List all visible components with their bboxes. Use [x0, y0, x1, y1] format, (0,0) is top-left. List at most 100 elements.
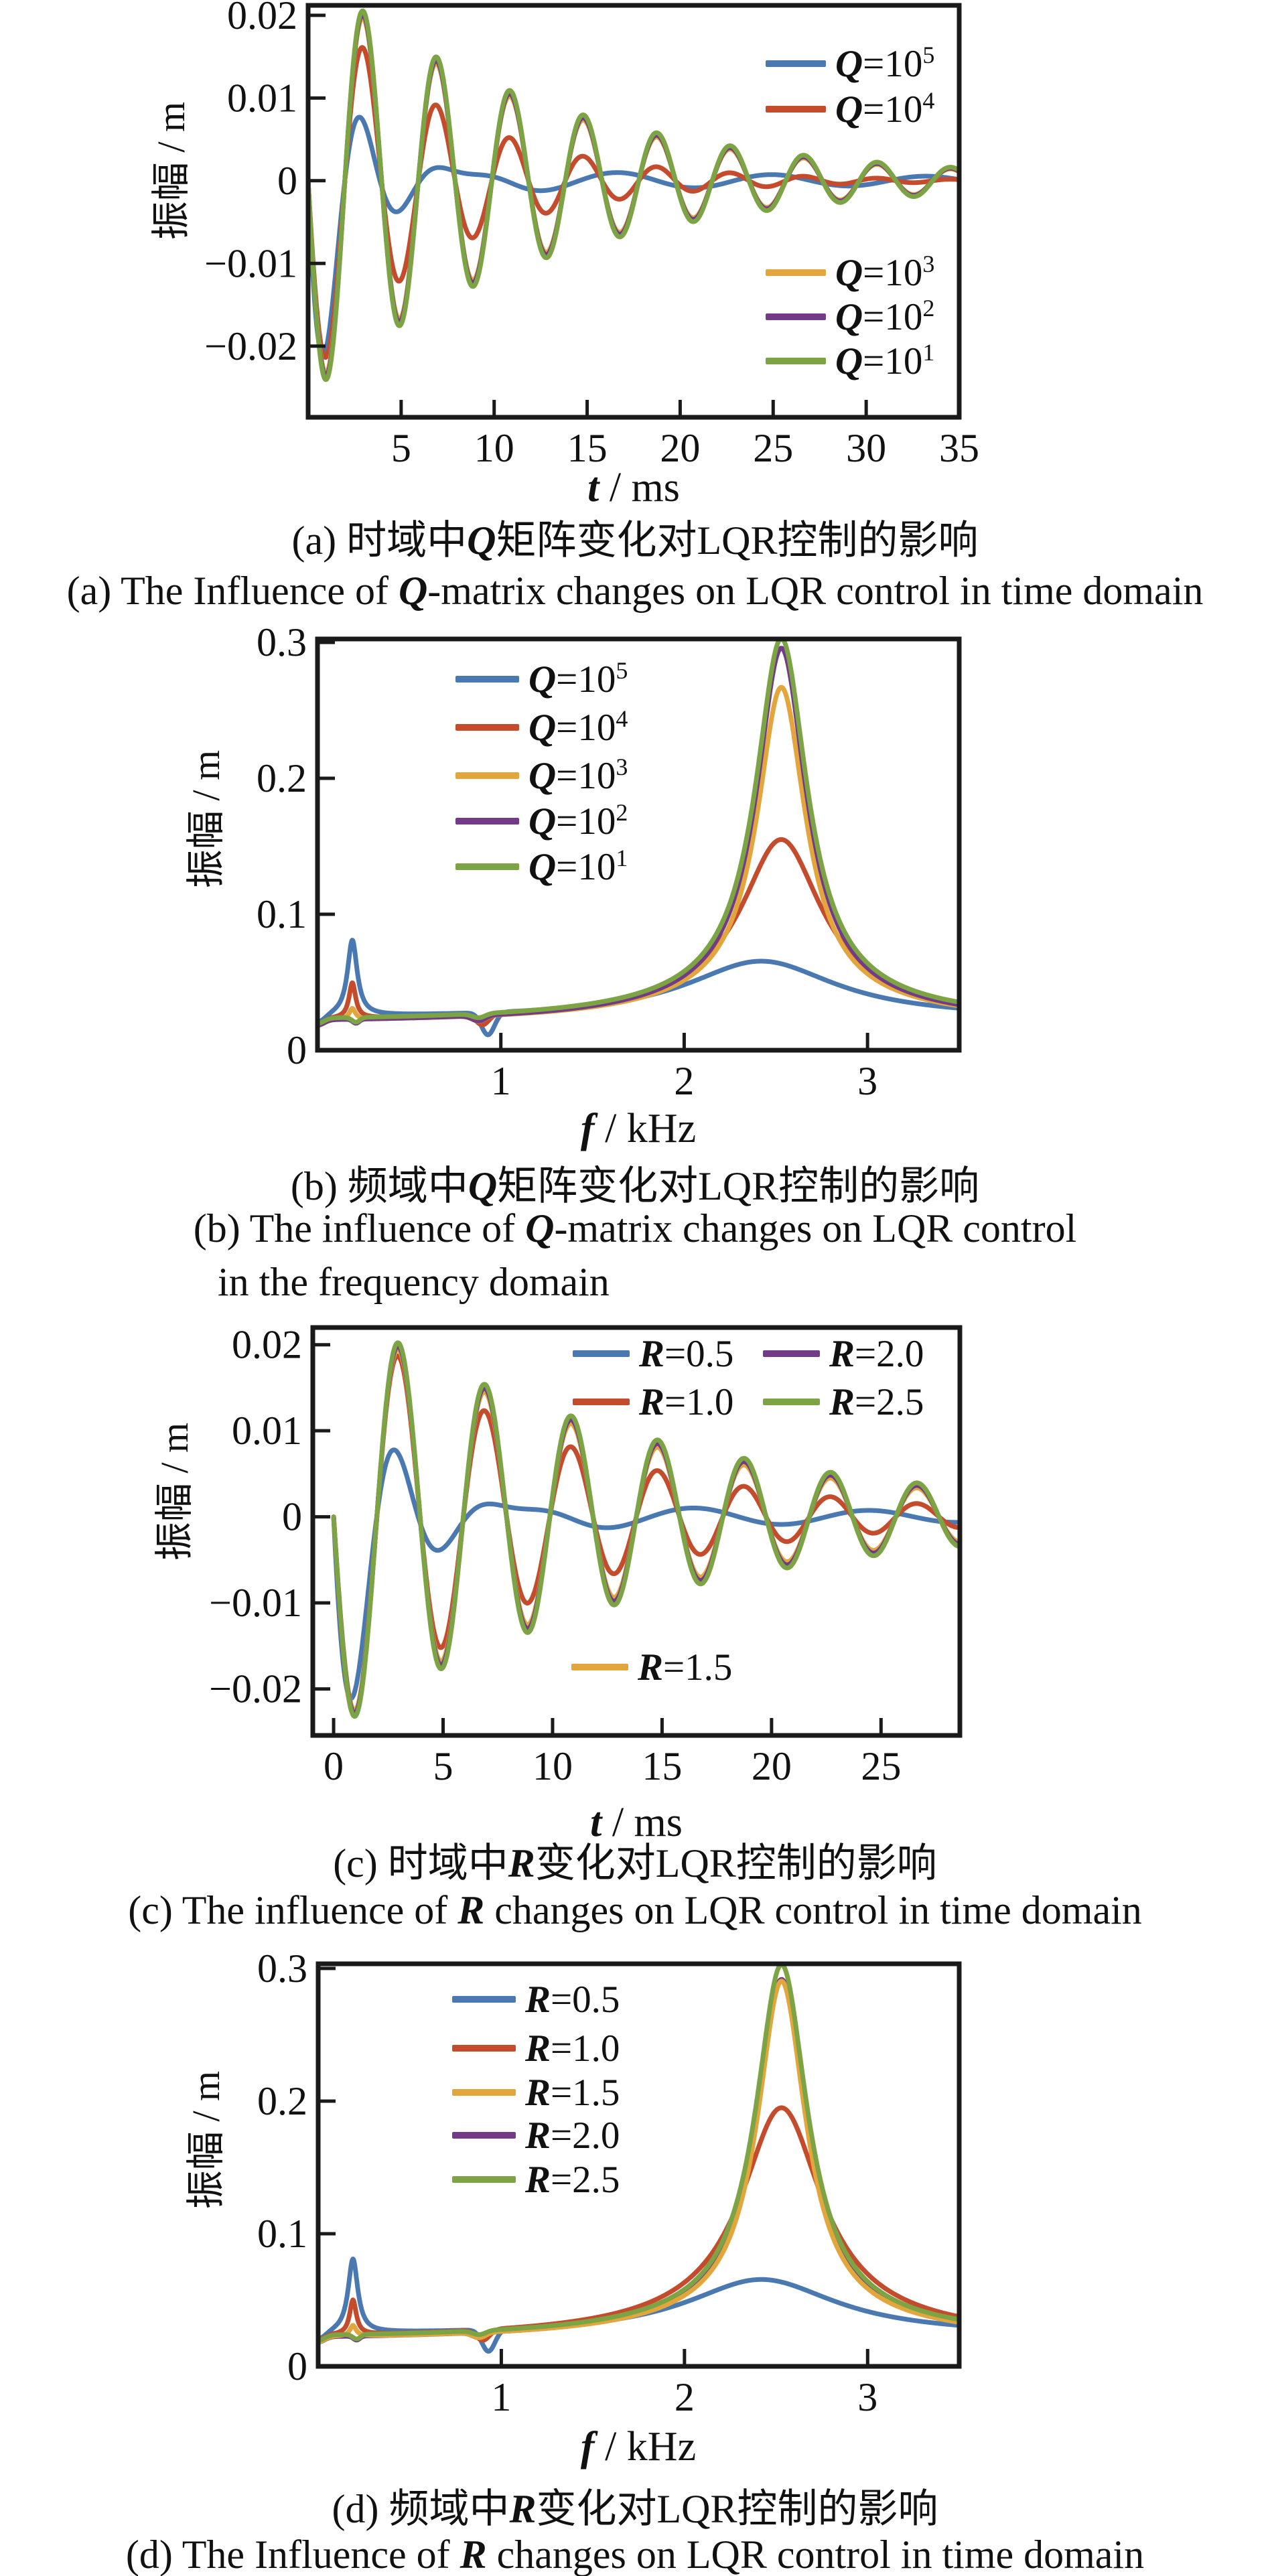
- caption-b-cn: (b) 频域中Q矩阵变化对LQR控制的影响: [290, 1164, 980, 1208]
- x-tick-label-c: 25: [861, 1744, 901, 1788]
- x-axis-label-a: t / ms: [587, 465, 680, 510]
- y-tick-label-a: 0: [277, 159, 297, 203]
- legend-line-Q=1e3: [766, 269, 826, 276]
- caption-a-cn: (a) 时域中Q矩阵变化对LQR控制的影响: [291, 518, 979, 563]
- x-tick-label-a: 20: [660, 426, 700, 470]
- x-axis-label-d: f / kHz: [580, 2424, 697, 2470]
- y-tick-label-c: 0: [282, 1495, 302, 1539]
- legend-label-Q=1e1: Q=101: [835, 338, 935, 382]
- legend-label-Q=1e4: Q=104: [835, 86, 935, 131]
- x-tick-label-a: 5: [391, 426, 411, 470]
- axis-box-d: [315, 1961, 962, 2369]
- legend-item-d-R=2.0: R=2.0: [452, 2110, 620, 2160]
- series-d-R=1.5: [315, 1979, 962, 2344]
- caption-b-en: (b) The influence of Q-matrix changes on…: [193, 1206, 1077, 1250]
- legend-label-Q=1e2: Q=102: [528, 798, 628, 843]
- axis-box-b: [315, 636, 962, 1053]
- legend-line-Q=1e3: [455, 772, 519, 779]
- y-tick-label-c: 0.02: [232, 1323, 302, 1367]
- y-tick-label-a: −0.01: [204, 241, 297, 285]
- y-tick-label-a: 0.01: [227, 76, 297, 120]
- legend-item-a-Q=1e5: Q=105: [766, 39, 934, 88]
- y-tick-label-c: −0.01: [209, 1581, 302, 1625]
- axis-box-c: [310, 1325, 963, 1738]
- caption-a-en: (a) The Influence of Q-matrix changes on…: [66, 569, 1204, 613]
- caption-b-en-line2: in the frequency domain: [218, 1260, 610, 1304]
- legend-item-c-R=1.5: R=1.5: [571, 1642, 732, 1692]
- series-a-Q=1e1: [305, 8, 962, 382]
- legend-item-d-R=1.0: R=1.0: [452, 2023, 620, 2073]
- y-tick-label-d: 0.3: [257, 1946, 307, 1991]
- x-tick-label-c: 15: [642, 1744, 682, 1788]
- legend-label-Q=1e5: Q=105: [528, 656, 628, 701]
- legend-label-R=1.0: R=1.0: [639, 1380, 734, 1423]
- y-axis-label-c: 振幅 / m: [153, 1422, 196, 1561]
- legend-item-d-R=2.5: R=2.5: [452, 2155, 620, 2204]
- legend-line-R=1.0: [452, 2045, 516, 2052]
- x-tick-label-d: 3: [857, 2375, 877, 2419]
- legend-item-a-Q=1e2: Q=102: [766, 292, 934, 342]
- y-tick-label-b: 0.2: [257, 756, 307, 800]
- x-tick-label-d: 1: [491, 2375, 511, 2419]
- plot-b: 1 2 3 0 0.1 0.2 0.3: [257, 620, 962, 1103]
- legend-label-Q=1e3: Q=103: [835, 250, 935, 294]
- y-tick-label-b: 0.3: [257, 620, 307, 664]
- legend-line-R=1.5: [571, 1664, 628, 1670]
- series-b-Q=1e3: [315, 685, 962, 1027]
- legend-label-R=2.5: R=2.5: [829, 1380, 924, 1423]
- x-tick-label-b: 3: [857, 1059, 877, 1103]
- legend-line-Q=1e4: [766, 106, 826, 113]
- x-tick-label-a: 25: [753, 426, 793, 470]
- series-b-Q=1e5: [315, 938, 962, 1037]
- x-tick-label-a: 10: [474, 426, 514, 470]
- y-axis-label-b: 振幅 / m: [184, 749, 228, 889]
- caption-c-cn: (c) 时域中R变化对LQR控制的影响: [333, 1841, 937, 1885]
- legend-item-d-R=0.5: R=0.5: [452, 1975, 620, 2024]
- x-tick-label-c: 20: [752, 1744, 792, 1788]
- legend-item-c-R=2.0: R=2.0: [763, 1329, 924, 1378]
- x-tick-label-a: 30: [846, 426, 886, 470]
- x-tick-label-a: 35: [939, 426, 979, 470]
- legend-line-R=1.0: [573, 1399, 630, 1405]
- series-d-R=2.5: [315, 1962, 962, 2343]
- legend-item-b-Q=1e1: Q=101: [455, 842, 628, 891]
- y-tick-label-d: 0.1: [257, 2212, 307, 2256]
- axis-box-a: [305, 3, 962, 420]
- y-axis-label-a: 振幅 / m: [149, 101, 193, 240]
- x-axis-label-c: t / ms: [590, 1800, 683, 1845]
- y-tick-label-b: 0.1: [257, 892, 307, 936]
- legend-line-R=0.5: [573, 1350, 630, 1357]
- legend-label-R=2.0: R=2.0: [525, 2114, 620, 2157]
- legend-line-Q=1e1: [766, 358, 826, 364]
- legend-item-a-Q=1e3: Q=103: [766, 248, 934, 297]
- legend-label-R=2.5: R=2.5: [525, 2158, 620, 2201]
- legend-item-a-Q=1e4: Q=104: [766, 84, 934, 134]
- y-tick-label-a: −0.02: [204, 324, 297, 368]
- x-tick-label-a: 15: [567, 426, 608, 470]
- y-tick-label-a: 0.02: [227, 0, 297, 38]
- caption-d-en: (d) The Influence of R changes on LQR co…: [125, 2532, 1145, 2576]
- legend-label-Q=1e3: Q=103: [528, 753, 628, 797]
- series-d-R=1.0: [315, 2105, 962, 2343]
- x-tick-label-b: 1: [491, 1059, 511, 1103]
- legend-line-Q=1e2: [455, 818, 519, 825]
- legend-item-c-R=2.5: R=2.5: [763, 1377, 924, 1427]
- legend-item-b-Q=1e2: Q=102: [455, 796, 628, 846]
- legend-line-Q=1e5: [455, 676, 519, 683]
- legend-item-c-R=1.0: R=1.0: [573, 1377, 733, 1427]
- caption-c-en: (c) The influence of R changes on LQR co…: [128, 1888, 1142, 1932]
- legend-item-a-Q=1e1: Q=101: [766, 336, 934, 386]
- y-axis-label-d: 振幅 / m: [184, 2070, 228, 2210]
- legend-line-R=1.5: [452, 2089, 516, 2096]
- legend-label-R=2.0: R=2.0: [829, 1332, 924, 1375]
- y-tick-label-c: 0.01: [232, 1409, 302, 1453]
- legend-line-Q=1e5: [766, 60, 826, 67]
- legend-line-R=2.5: [452, 2176, 516, 2183]
- x-tick-label-b: 2: [674, 1059, 694, 1103]
- legend-label-R=0.5: R=0.5: [639, 1332, 734, 1375]
- y-tick-label-c: −0.02: [209, 1667, 302, 1711]
- y-tick-label-b: 0: [287, 1028, 307, 1072]
- legend-line-R=2.0: [763, 1350, 820, 1357]
